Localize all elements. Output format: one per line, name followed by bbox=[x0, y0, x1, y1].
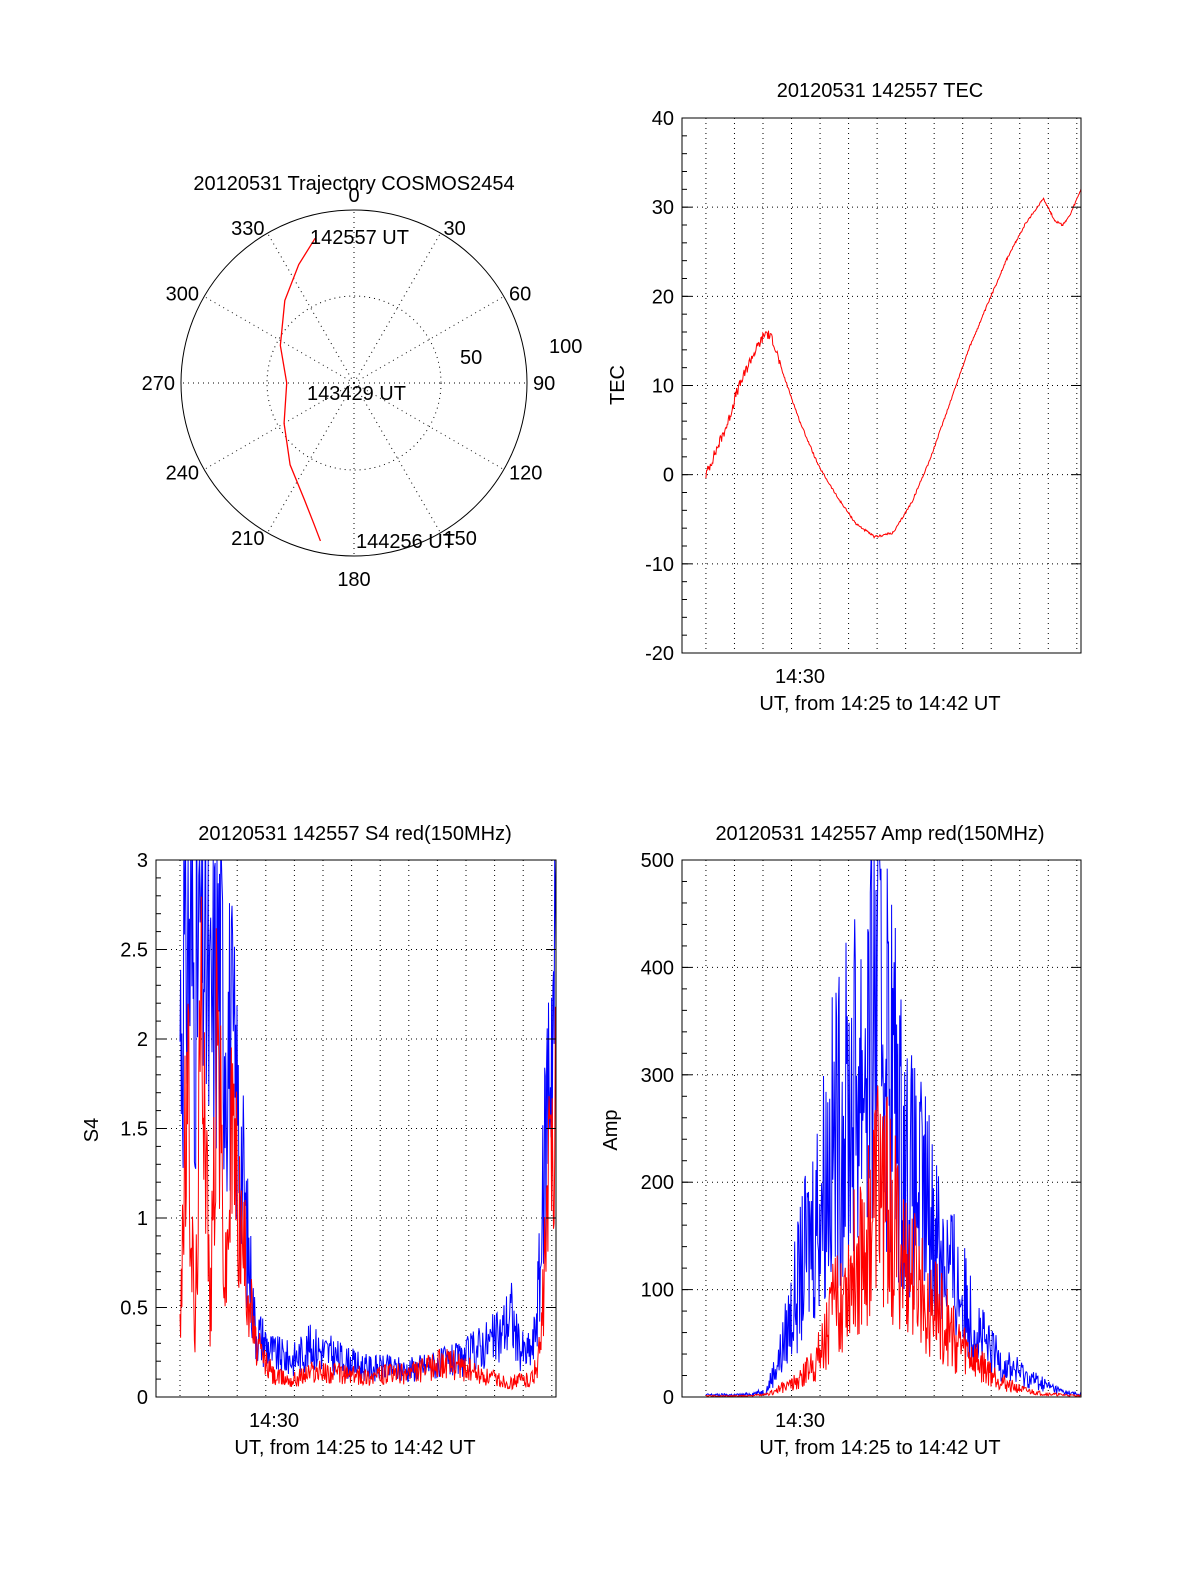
s4-grid bbox=[156, 860, 556, 1397]
polar-angle-labels: 0 30 60 90 120 150 180 210 240 270 300 330 bbox=[142, 185, 556, 591]
s4-y-tick-label: 1 bbox=[137, 1208, 148, 1230]
tec-y-ticks: -20 -10 0 10 20 30 40 bbox=[645, 108, 1081, 665]
polar-angle-label-30: 30 bbox=[444, 218, 466, 240]
polar-ring bbox=[266, 295, 442, 471]
s4-series-line-1 bbox=[179, 896, 557, 1391]
polar-angle-label-60: 60 bbox=[509, 284, 531, 306]
tec-y-tick-label: 40 bbox=[652, 108, 674, 130]
amp-y-tick-label: 200 bbox=[641, 1172, 674, 1194]
amp-y-tick-label: 0 bbox=[663, 1387, 674, 1409]
s4-panel: 20120531 142557 S4 red(150MHz) 0 0.5 1 1.5 2… bbox=[81, 823, 557, 1459]
amp-x-tick-label: 14:30 bbox=[775, 1410, 825, 1432]
tec-x-axis-label: UT, from 14:25 to 14:42 UT bbox=[759, 693, 1000, 715]
amp-y-tick-label: 300 bbox=[641, 1065, 674, 1087]
s4-y-tick-label: 0 bbox=[137, 1387, 148, 1409]
polar-angle-label-150: 150 bbox=[444, 528, 477, 550]
tec-panel: 20120531 142557 TEC -20 -10 0 10 20 30 40 14:3… bbox=[607, 80, 1082, 715]
amp-x-axis-label: UT, from 14:25 to 14:42 UT bbox=[759, 1437, 1000, 1459]
amp-panel: 20120531 142557 Amp red(150MHz) 0 100 200 3… bbox=[600, 823, 1082, 1459]
tec-y-axis-label: TEC bbox=[607, 365, 629, 405]
s4-y-tick-label: 0.5 bbox=[120, 1298, 148, 1320]
tec-y-tick-label: 0 bbox=[663, 465, 674, 487]
s4-y-ticks: 0 0.5 1 1.5 2 2.5 3 bbox=[120, 850, 556, 1409]
trajectory-line bbox=[279, 237, 322, 542]
polar-spoke bbox=[267, 232, 355, 384]
trajectory-title: 20120531 Trajectory COSMOS2454 bbox=[193, 173, 514, 195]
tec-y-tick-label: -10 bbox=[645, 554, 674, 576]
polar-angle-label-90: 90 bbox=[533, 373, 555, 395]
polar-angle-label-0: 0 bbox=[348, 185, 359, 207]
trajectory-start-label: 142557 UT bbox=[310, 227, 409, 249]
amp-y-tick-label: 500 bbox=[641, 850, 674, 872]
polar-angle-label-300: 300 bbox=[166, 284, 199, 306]
amp-series-line-1 bbox=[705, 1085, 1082, 1398]
tec-grid bbox=[682, 118, 1081, 653]
tec-axes bbox=[681, 117, 1082, 654]
s4-y-tick-label: 2.5 bbox=[120, 940, 148, 962]
amp-title: 20120531 142557 Amp red(150MHz) bbox=[715, 823, 1044, 845]
s4-title: 20120531 142557 S4 red(150MHz) bbox=[198, 823, 512, 845]
polar-spoke bbox=[203, 296, 355, 384]
s4-y-tick-label: 2 bbox=[137, 1029, 148, 1051]
s4-series-line-0 bbox=[179, 859, 557, 1383]
trajectory-mid-label: 143429 UT bbox=[307, 383, 406, 405]
polar-radial-label-50: 50 bbox=[460, 347, 482, 369]
s4-y-axis-label: S4 bbox=[81, 1118, 103, 1142]
tec-x-tick-label: 14:30 bbox=[775, 666, 825, 688]
polar-angle-label-210: 210 bbox=[231, 528, 264, 550]
amp-axes bbox=[681, 859, 1082, 1398]
s4-x-axis-label: UT, from 14:25 to 14:42 UT bbox=[234, 1437, 475, 1459]
polar-angle-label-330: 330 bbox=[231, 218, 264, 240]
s4-x-tick-label: 14:30 bbox=[249, 1410, 299, 1432]
polar-radial-label-100: 100 bbox=[549, 336, 582, 358]
polar-angle-label-180: 180 bbox=[337, 569, 370, 591]
amp-y-tick-label: 100 bbox=[641, 1280, 674, 1302]
tec-y-tick-label: 30 bbox=[652, 197, 674, 219]
amp-series bbox=[705, 859, 1082, 1398]
tec-y-tick-label: 20 bbox=[652, 286, 674, 308]
amp-y-tick-label: 400 bbox=[641, 957, 674, 979]
trajectory-end-label: 144256 UT bbox=[356, 531, 455, 553]
tec-y-tick-label: -20 bbox=[645, 643, 674, 665]
trajectory-series bbox=[279, 237, 322, 542]
amp-y-axis-label: Amp bbox=[600, 1109, 622, 1150]
tec-series-line-0 bbox=[705, 188, 1082, 539]
polar-spoke bbox=[353, 232, 441, 384]
tec-y-tick-label: 10 bbox=[652, 376, 674, 398]
s4-y-tick-label: 3 bbox=[137, 850, 148, 872]
tec-title: 20120531 142557 TEC bbox=[777, 80, 983, 102]
polar-angle-label-240: 240 bbox=[166, 463, 199, 485]
s4-y-tick-label: 1.5 bbox=[120, 1119, 148, 1141]
polar-angle-label-270: 270 bbox=[142, 373, 175, 395]
polar-outer-ring bbox=[180, 209, 528, 557]
tec-series bbox=[705, 188, 1082, 539]
trajectory-panel: 20120531 Trajectory COSMOS2454 0 30 60 90 12… bbox=[142, 173, 583, 591]
polar-angle-label-120: 120 bbox=[509, 463, 542, 485]
amp-series-line-0 bbox=[705, 859, 1082, 1398]
amp-y-ticks: 0 100 200 300 400 500 bbox=[641, 850, 1081, 1409]
polar-spoke bbox=[267, 382, 355, 534]
polar-grid bbox=[181, 210, 527, 556]
s4-series bbox=[179, 859, 557, 1391]
